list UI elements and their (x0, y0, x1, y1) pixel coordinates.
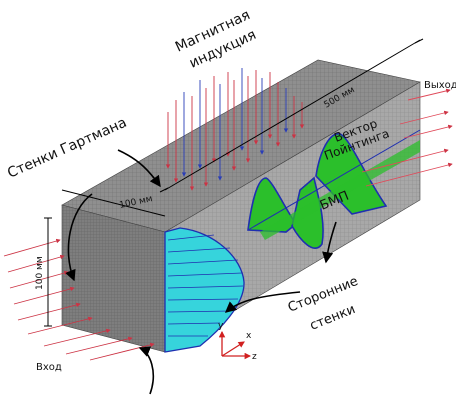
label-side-walls-2: стенки (308, 302, 358, 334)
axes-icon (218, 330, 252, 360)
wave-band (260, 140, 420, 240)
label-outlet: Выход (424, 80, 456, 91)
axis-y-label: y (218, 321, 224, 331)
dim-width-line (61, 189, 166, 217)
velocity-profile (164, 227, 245, 353)
label-height: 100 мм (35, 256, 45, 290)
label-inlet: Вход (36, 362, 62, 373)
wall-curve-arrow (138, 346, 155, 395)
hartmann-arrow-top (117, 149, 161, 188)
wave-axis-line (247, 129, 421, 231)
axis-x-label: x (246, 331, 252, 341)
axis-z-label: z (252, 352, 257, 362)
bmp-arrow (322, 221, 337, 264)
velocity-profile-shape (164, 227, 245, 353)
poynting-arrows (361, 88, 453, 187)
induced-field-wave (247, 129, 421, 249)
leader-arrows (65, 149, 337, 395)
hartmann-arrow-bottom (65, 193, 93, 282)
side-walls-arrow (224, 291, 301, 313)
label-hartmann: Стенки Гартмана (5, 115, 129, 182)
velocity-hatching (167, 234, 244, 337)
dimension-lines (44, 38, 424, 327)
dim-length-line (164, 39, 421, 191)
